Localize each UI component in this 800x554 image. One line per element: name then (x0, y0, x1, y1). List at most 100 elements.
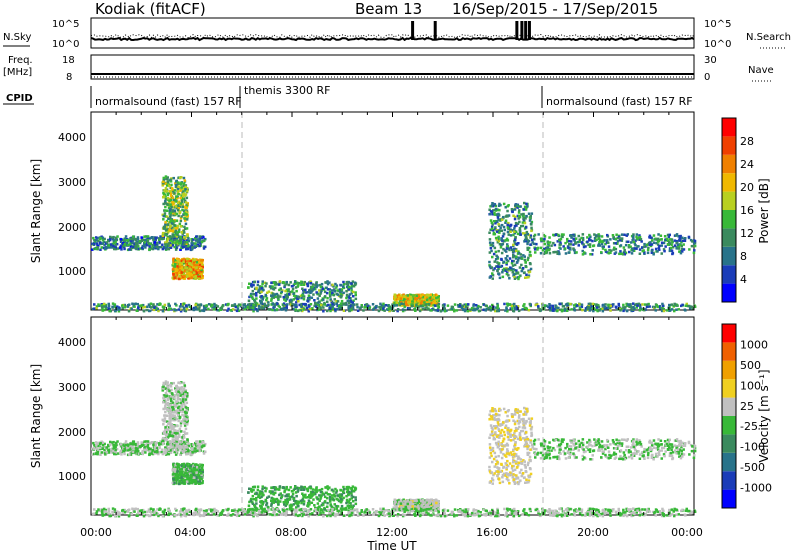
echo-cell (404, 295, 408, 299)
echo-cell (146, 237, 149, 241)
echo-cell (487, 307, 491, 310)
echo-cell (302, 295, 306, 298)
echo-cell (332, 303, 336, 306)
echo-cell (156, 448, 159, 452)
echo-cell (285, 283, 288, 286)
echo-cell (567, 251, 570, 254)
echo-cell (165, 437, 169, 441)
echo-cell (347, 286, 351, 289)
echo-cell (179, 238, 183, 241)
echo-cell (182, 184, 186, 187)
echo-cell (152, 308, 156, 312)
echo-cell (117, 306, 121, 309)
echo-cell (368, 306, 372, 309)
echo-cell (488, 208, 491, 211)
echo-cell (165, 382, 169, 386)
echo-cell (605, 241, 609, 244)
echo-cell (560, 233, 564, 236)
echo-cell (156, 243, 159, 247)
echo-cell (591, 249, 594, 252)
echo-cell (506, 310, 509, 313)
echo-cell (652, 234, 656, 237)
echo-cell (643, 252, 646, 255)
echo-cell (503, 302, 506, 306)
echo-cell (593, 236, 597, 240)
echo-cell (196, 239, 199, 243)
echo-cell (328, 293, 332, 296)
echo-cell (350, 282, 353, 285)
echo-cell (260, 306, 264, 309)
echo-cell (194, 277, 197, 280)
echo-cell (138, 240, 141, 243)
echo-cell (503, 228, 506, 232)
echo-cell (174, 248, 178, 251)
echo-cell (193, 482, 196, 485)
echo-cell (198, 309, 202, 313)
echo-cell (568, 243, 571, 246)
echo-cell (333, 290, 337, 293)
echo-cell (286, 295, 289, 298)
echo-cell (163, 398, 166, 402)
echo-cell (177, 407, 181, 411)
echo-cell (488, 238, 492, 241)
echo-cell (525, 202, 528, 206)
echo-cell (537, 233, 540, 236)
echo-cell (417, 306, 420, 309)
echo-cell (92, 452, 96, 456)
echo-cell (521, 267, 525, 270)
echo-cell (134, 244, 138, 247)
echo-cell (177, 185, 180, 188)
echo-cell (512, 229, 515, 232)
echo-cell (123, 447, 126, 451)
echo-cell (514, 308, 517, 311)
echo-cell (129, 248, 133, 251)
echo-cell (688, 248, 691, 251)
echo-cell (191, 449, 194, 453)
echo-cell (328, 305, 331, 308)
echo-cell (482, 308, 485, 312)
echo-cell (658, 306, 662, 310)
echo-cell (566, 240, 569, 243)
echo-cell (177, 386, 180, 389)
echo-cell (538, 308, 542, 311)
echo-cell (408, 300, 411, 303)
echo-cell (309, 291, 312, 294)
echo-cell (171, 416, 174, 420)
echo-cell (101, 309, 104, 312)
echo-cell (295, 305, 298, 308)
echo-cell (171, 242, 174, 246)
echo-cell (656, 305, 659, 309)
echo-cell (156, 245, 159, 249)
echo-cell (491, 272, 494, 275)
echo-cell (306, 282, 309, 285)
echo-cell (429, 293, 432, 296)
echo-cell (196, 261, 199, 264)
echo-cell (307, 294, 311, 297)
echo-cell (271, 285, 274, 288)
echo-cell (353, 303, 356, 306)
echo-cell (415, 294, 418, 297)
echo-cell (500, 229, 503, 232)
echo-cell (167, 435, 170, 438)
echo-cell (181, 410, 184, 414)
echo-cell (512, 214, 515, 217)
echo-cell (186, 262, 189, 265)
echo-cell (152, 448, 156, 451)
echo-cell (172, 220, 175, 223)
echo-cell (168, 184, 171, 188)
echo-cell (423, 296, 427, 299)
echo-cell (578, 307, 582, 310)
echo-cell (575, 304, 579, 307)
echo-cell (657, 246, 661, 250)
echo-cell (648, 236, 651, 239)
echo-cell (205, 304, 208, 307)
echo-cell (652, 253, 655, 256)
echo-cell (278, 283, 281, 286)
power-ytick-3000: 3000 (58, 176, 86, 189)
echo-cell (646, 303, 649, 306)
echo-cell (614, 242, 617, 245)
echo-cell (101, 236, 105, 239)
echo-cell (641, 249, 644, 253)
echo-cell (335, 286, 338, 289)
echo-cell (314, 303, 317, 306)
